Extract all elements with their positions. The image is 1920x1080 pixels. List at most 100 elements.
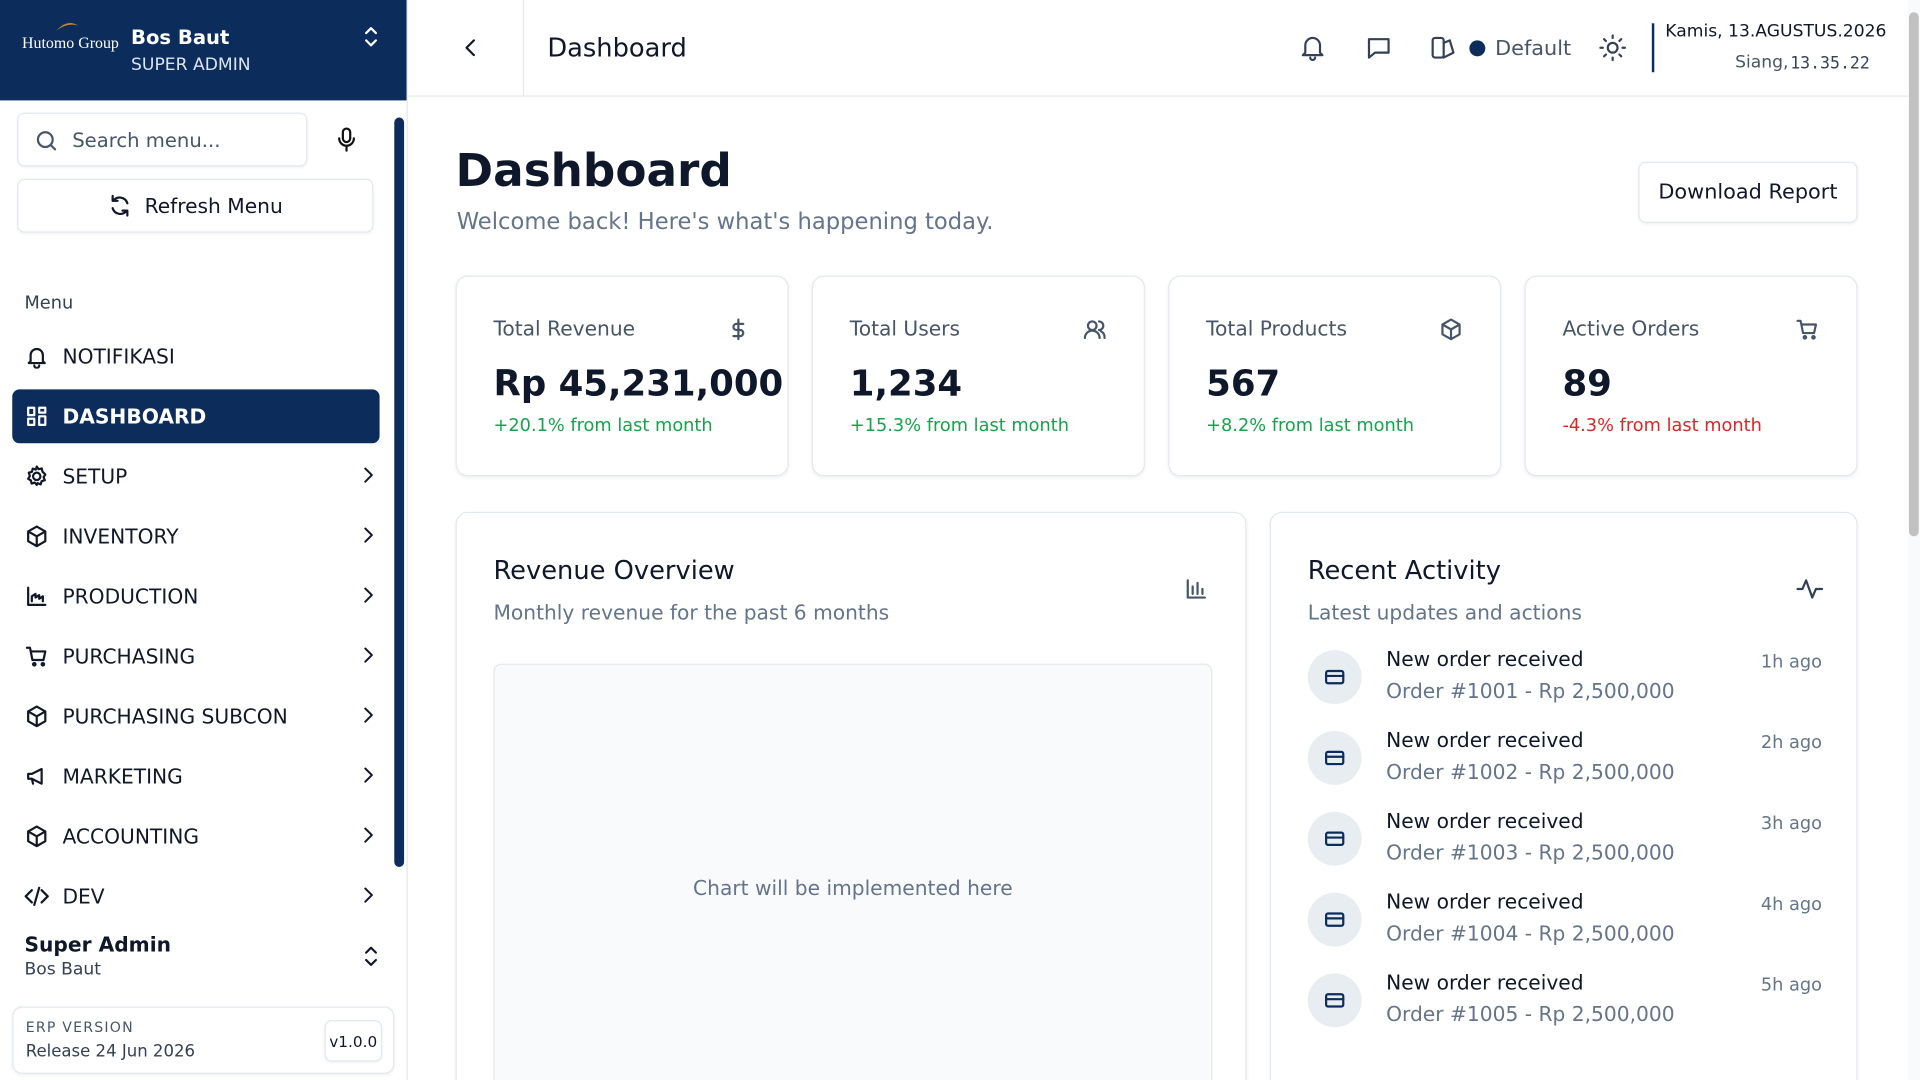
stat-label: Active Orders [1562, 317, 1700, 341]
version-badge: v1.0.0 [324, 1020, 383, 1062]
activity-detail: Order #1003 - Rp 2,500,000 [1386, 841, 1675, 865]
time: 13.35.22 [1790, 53, 1870, 74]
menu-icon [27, 767, 43, 785]
clock-divider [1651, 23, 1655, 73]
search-placeholder: Search menu... [72, 128, 221, 152]
activity-detail: Order #1004 - Rp 2,500,000 [1386, 922, 1675, 946]
revenue-subtitle: Monthly revenue for the past 6 months [493, 601, 890, 625]
mic-button[interactable] [336, 127, 358, 152]
download-report-button[interactable]: Download Report [1638, 161, 1858, 223]
activity-detail: Order #1001 - Rp 2,500,000 [1386, 679, 1675, 703]
collapse-button[interactable] [462, 37, 482, 59]
activity-item: New order received Order #1002 - Rp 2,500… [1307, 728, 1823, 804]
activity-avatar [1307, 811, 1362, 866]
activity-item: New order received Order #1001 - Rp 2,500… [1307, 648, 1823, 723]
activity-time: 5h ago [1760, 975, 1823, 996]
chart-icon [1186, 579, 1207, 599]
menu-item[interactable]: PURCHASING SUBCON [12, 689, 379, 743]
activity-title: New order received [1386, 971, 1584, 995]
theme-dot [1469, 40, 1486, 57]
activity-title: New order received [1386, 809, 1584, 833]
activity-avatar [1307, 973, 1362, 1028]
chevron [364, 707, 373, 723]
menu-label: INVENTORY [62, 524, 179, 548]
menu-label: SETUP [62, 464, 128, 488]
menu-icon [27, 347, 46, 369]
activity-time: 2h ago [1760, 733, 1823, 754]
placeholder-text: Chart will be implemented here [693, 876, 1013, 900]
activity-icon [1325, 669, 1345, 685]
footer-user-role: Super Admin [24, 933, 172, 957]
brand-logo: Hutomo Group [22, 33, 119, 52]
topbar-title: Dashboard [547, 33, 687, 63]
revenue-card: Revenue Overview Monthly revenue for the… [455, 511, 1247, 1080]
menu-item[interactable]: ACCOUNTING [12, 809, 379, 863]
stat-icon [732, 318, 745, 341]
menu-item[interactable]: DEV [12, 869, 379, 923]
menu-item[interactable]: NOTIFIKASI [12, 329, 379, 383]
notification-button[interactable] [1299, 34, 1326, 62]
stat-label: Total Users [849, 317, 960, 341]
stat-card: Total Users 1,234 +15.3% from last month [811, 275, 1145, 477]
activity-icon [1325, 831, 1345, 847]
stat-change: +15.3% from last month [849, 416, 1069, 436]
activity-subtitle: Latest updates and actions [1307, 601, 1582, 625]
chevron [364, 467, 373, 483]
activity-item: New order received Order #1004 - Rp 2,500… [1307, 890, 1823, 966]
chart-placeholder: Chart will be implemented here [493, 663, 1213, 1080]
chevron [364, 767, 373, 783]
stat-card: Total Revenue Rp 45,231,000 +20.1% from la… [455, 275, 789, 477]
menu-item[interactable]: DASHBOARD [12, 389, 380, 444]
activity-avatar [1307, 731, 1362, 785]
menu-label: DEV [62, 884, 105, 908]
divider [522, 0, 525, 96]
menu-item[interactable]: SETUP [12, 449, 379, 503]
search-box[interactable]: Search menu... [17, 112, 308, 167]
activity-icon [1325, 912, 1345, 927]
logo-mark [56, 22, 79, 31]
activity-time: 3h ago [1760, 814, 1823, 834]
activity-time: 1h ago [1760, 652, 1823, 673]
page-subtitle: Welcome back! Here's what's happening to… [456, 209, 994, 236]
menu-icon [27, 825, 47, 848]
activity-item: New order received Order #1005 - Rp 2,500… [1307, 971, 1823, 1046]
menu-label: ACCOUNTING [62, 824, 200, 848]
menu-label: PRODUCTION [62, 584, 199, 608]
message-button[interactable] [1365, 34, 1392, 61]
chevron [364, 527, 373, 543]
stat-value: 567 [1206, 362, 1281, 405]
menu-item[interactable]: INVENTORY [12, 509, 379, 563]
version-label: ERP VERSION [25, 1018, 134, 1036]
topbar: Dashboard Default Kamis, 13.AGUSTUS.2026… [407, 0, 1908, 97]
stat-icon [1796, 319, 1818, 340]
theme-name[interactable]: Default [1495, 36, 1572, 62]
scroll-thumb [394, 117, 405, 867]
footer-switch[interactable] [361, 945, 381, 967]
menu-item[interactable]: MARKETING [12, 749, 379, 803]
activity-title: New order received [1386, 728, 1584, 752]
refresh-label: Refresh Menu [144, 194, 283, 218]
menu-item[interactable]: PRODUCTION [12, 569, 379, 623]
activity-title: Recent Activity [1307, 555, 1501, 586]
light-mode-button[interactable] [1599, 34, 1627, 62]
activity-title: New order received [1386, 890, 1584, 914]
chevron [364, 887, 373, 903]
stat-card: Total Products 567 +8.2% from last month [1168, 275, 1502, 477]
menu-icon [27, 465, 47, 487]
palette-button[interactable] [1429, 34, 1456, 61]
switch-icon[interactable] [361, 26, 381, 48]
period: Siang, [1735, 52, 1789, 73]
menu-item[interactable]: PURCHASING [12, 629, 379, 683]
activity-icon [1325, 993, 1345, 1008]
stat-value: Rp 45,231,000 [493, 362, 784, 405]
refresh-menu-button[interactable]: Refresh Menu [17, 178, 374, 233]
activity-detail: Order #1005 - Rp 2,500,000 [1386, 1002, 1675, 1027]
stat-icon [1441, 318, 1461, 341]
menu-label: PURCHASING SUBCON [62, 704, 288, 728]
page-scrollbar [1907, 0, 1920, 1080]
activity-detail: Order #1002 - Rp 2,500,000 [1386, 760, 1675, 784]
activity-time: 4h ago [1760, 895, 1823, 915]
